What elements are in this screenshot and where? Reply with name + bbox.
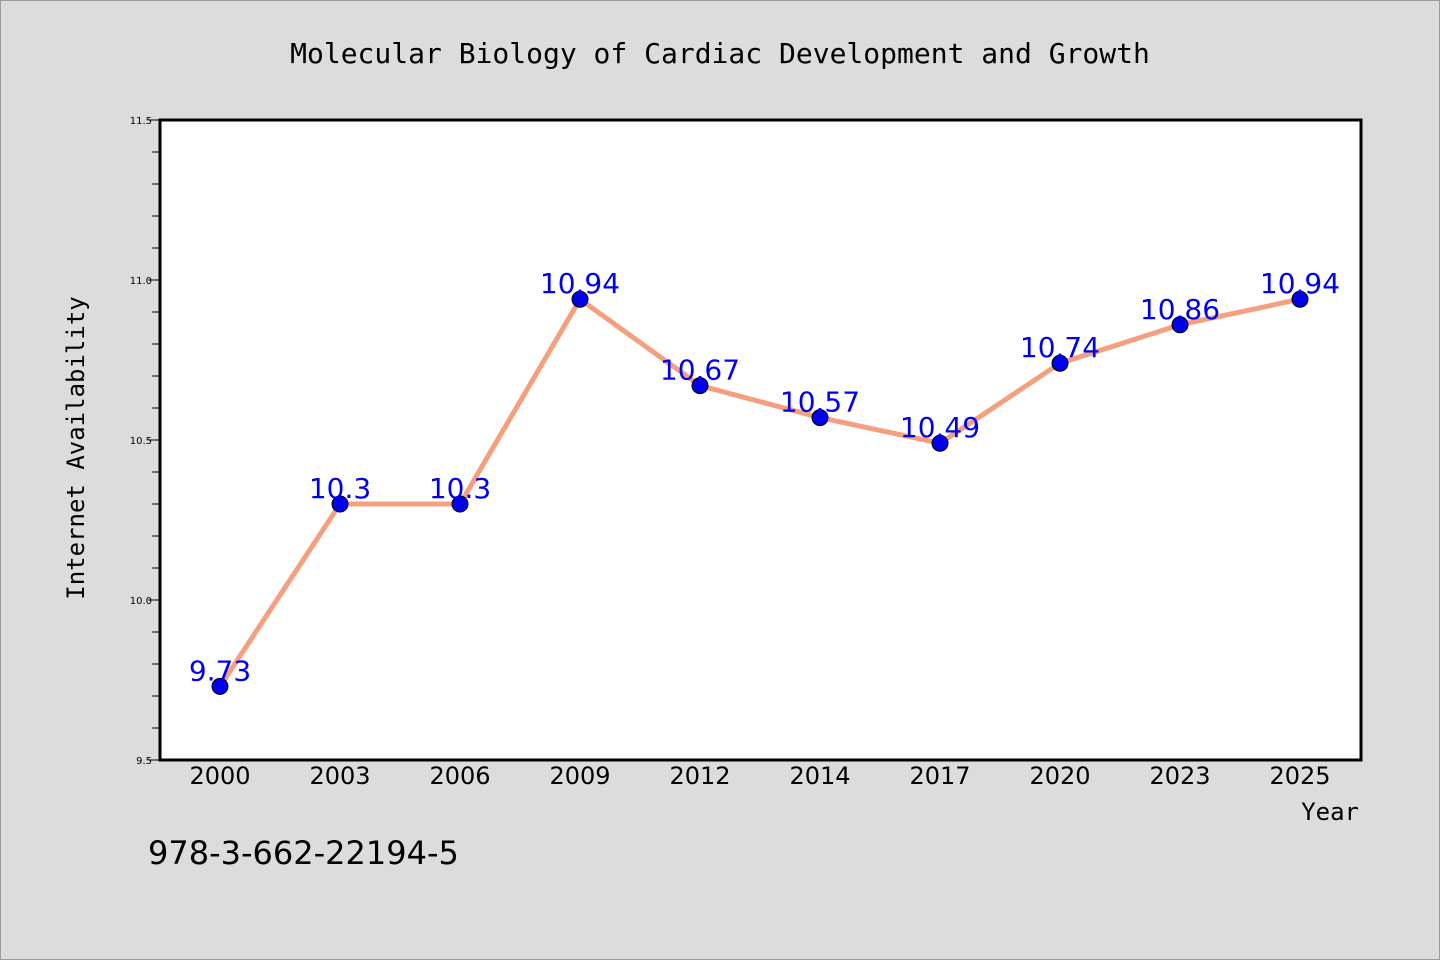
data-point [571, 290, 589, 308]
x-axis-tick-labels: 2000 2003 2006 2009 2012 2014 2017 2020 2023 2025 [189, 762, 1330, 790]
y-axis-label: Internet Availability [62, 296, 90, 599]
x-tick-label: 2006 [429, 762, 490, 790]
data-point [1171, 316, 1189, 334]
y-tick-label: 11.5 [130, 116, 152, 127]
series-line [217, 296, 1301, 688]
data-point [451, 495, 469, 513]
data-label: 10.94 [540, 267, 620, 300]
x-tick-label: 2012 [669, 762, 730, 790]
data-label: 10.3 [429, 472, 491, 505]
data-point [1051, 354, 1069, 372]
series-polyline [217, 296, 1301, 688]
x-tick-label: 2025 [1269, 762, 1330, 790]
data-label: 10.49 [900, 411, 980, 444]
data-label: 10.67 [660, 354, 740, 387]
data-point [931, 434, 949, 452]
x-tick-label: 2003 [309, 762, 370, 790]
x-tick-label: 2023 [1149, 762, 1210, 790]
y-axis-tick-labels: 9.5 10.0 10.5 11.0 11.5 [130, 116, 152, 767]
y-tick-label: 11.0 [130, 276, 152, 287]
x-tick-label: 2017 [909, 762, 970, 790]
data-label: 9.73 [189, 654, 251, 687]
data-point [811, 409, 829, 427]
data-label: 10.94 [1260, 267, 1340, 300]
series-markers [211, 290, 1309, 695]
x-axis-label: Year [1301, 798, 1359, 826]
data-labels: 9.73 10.3 10.3 10.94 10.67 10.57 10.49 10.74 10.… [189, 267, 1340, 687]
isbn-text: 978-3-662-22194-5 [148, 834, 459, 872]
data-label: 10.3 [309, 472, 371, 505]
y-axis-ticks [148, 119, 160, 761]
y-tick-label: 10.0 [130, 596, 152, 607]
x-tick-label: 2014 [789, 762, 850, 790]
y-tick-label: 10.5 [130, 436, 152, 447]
data-point [331, 495, 349, 513]
data-label: 10.57 [780, 386, 860, 419]
chart-title: Molecular Biology of Cardiac Development… [290, 37, 1150, 70]
data-point [1291, 290, 1309, 308]
data-point [691, 377, 709, 395]
y-tick-label: 9.5 [136, 756, 152, 767]
data-label: 10.86 [1140, 293, 1220, 326]
data-point [211, 677, 229, 695]
x-tick-label: 2009 [549, 762, 610, 790]
data-label: 10.74 [1020, 331, 1100, 364]
plot-area [158, 118, 1363, 762]
x-tick-label: 2020 [1029, 762, 1090, 790]
x-tick-label: 2000 [189, 762, 250, 790]
